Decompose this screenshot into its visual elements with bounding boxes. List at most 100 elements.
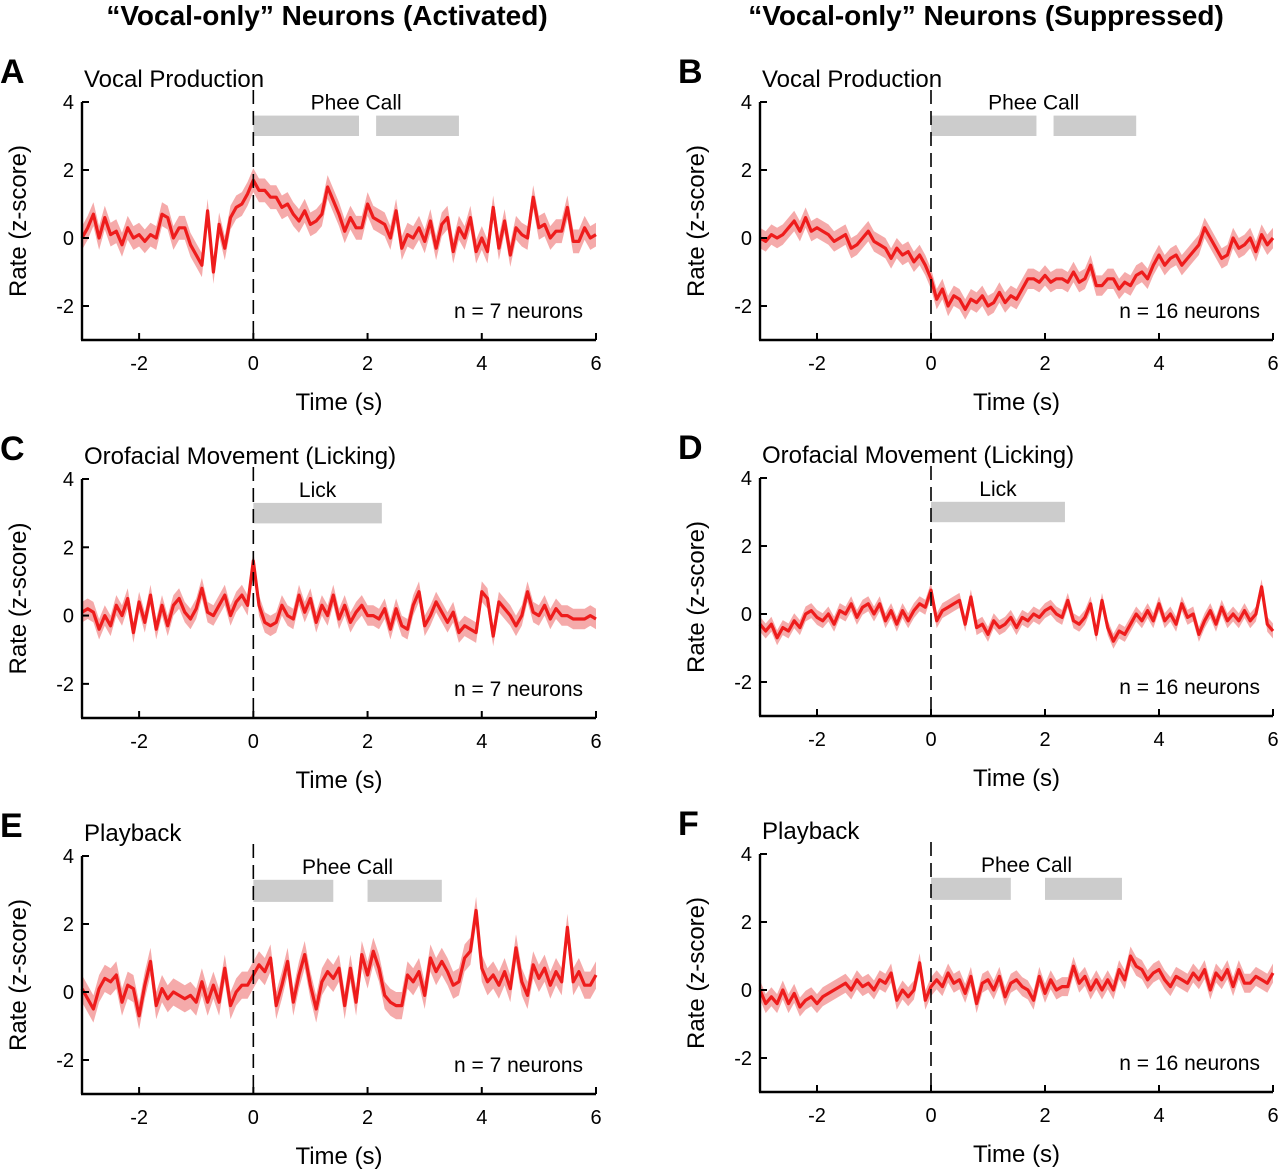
y-tick-label: -2 <box>734 672 752 694</box>
x-axis-label: Time (s) <box>295 767 382 794</box>
x-tick-label: 6 <box>1267 1105 1278 1127</box>
x-tick-label: 6 <box>590 353 601 375</box>
x-tick-label: -2 <box>808 729 826 751</box>
x-tick-label: 6 <box>590 731 601 753</box>
stimulus-bar <box>253 879 334 902</box>
y-tick-label: -2 <box>56 1050 74 1072</box>
panel-f: F Playback Phee Call -2 0 2 4 -2 0 2 4 6 Time (s) Rat… <box>678 805 1279 1168</box>
panel-letter: F <box>678 805 699 843</box>
x-tick-label: 0 <box>248 353 259 375</box>
y-tick-label: 0 <box>63 606 74 628</box>
y-tick-label: 4 <box>63 92 74 114</box>
panel-letter: C <box>0 430 25 468</box>
neuron-count: n = 7 neurons <box>454 1054 583 1077</box>
stimulus-bar <box>931 501 1065 523</box>
x-tick-label: -2 <box>808 353 826 375</box>
y-tick-label: 4 <box>63 469 74 491</box>
panel-title: Playback <box>84 820 182 847</box>
y-tick-label: -2 <box>56 296 74 318</box>
stimulus-bar <box>1045 877 1122 900</box>
stimulus-label: Phee Call <box>988 92 1079 115</box>
y-tick-label: -2 <box>734 296 752 318</box>
panel-title: Vocal Production <box>762 66 942 93</box>
y-tick-label: 4 <box>63 846 74 868</box>
y-tick-label: 2 <box>63 160 74 182</box>
panel-title: Playback <box>762 818 860 845</box>
error-band <box>82 550 596 647</box>
stimulus-label: Lick <box>299 479 337 502</box>
y-tick-label: 4 <box>741 468 752 490</box>
panel-letter: D <box>678 429 703 467</box>
x-tick-label: 4 <box>1153 1105 1164 1127</box>
x-tick-label: 2 <box>362 353 373 375</box>
y-tick-label: 0 <box>63 228 74 250</box>
mean-rate-line <box>759 216 1275 311</box>
x-tick-label: 0 <box>248 1107 259 1129</box>
x-tick-label: 4 <box>476 353 487 375</box>
y-tick-label: 2 <box>63 537 74 559</box>
x-axis-label: Time (s) <box>295 1143 382 1170</box>
panel-letter: A <box>0 53 25 91</box>
mean-rate-line <box>80 178 597 274</box>
mean-rate-line <box>758 954 1275 1009</box>
neuron-count: n = 16 neurons <box>1119 1052 1260 1075</box>
stimulus-bar <box>253 115 359 136</box>
y-axis-label: Rate (z-score) <box>683 897 710 1049</box>
x-tick-label: 2 <box>362 1107 373 1129</box>
panel-d: D Orofacial Movement (Licking) Lick -2 0 2 4 -2… <box>678 429 1279 792</box>
stimulus-bar <box>253 502 382 524</box>
panel-title: Vocal Production <box>84 66 264 93</box>
x-tick-label: 6 <box>1267 353 1278 375</box>
panel-title: Orofacial Movement (Licking) <box>84 443 396 470</box>
stimulus-bar <box>931 115 1037 136</box>
neuron-count: n = 7 neurons <box>454 678 583 701</box>
y-axis-label: Rate (z-score) <box>683 521 710 673</box>
x-axis-label: Time (s) <box>295 389 382 416</box>
panel-b: B Vocal Production Phee Call -2 0 2 4 -2 0 2 4 6 Tim… <box>678 53 1279 416</box>
mean-rate-line <box>81 559 597 638</box>
y-tick-label: 2 <box>741 536 752 558</box>
x-tick-label: -2 <box>130 353 148 375</box>
x-tick-label: 0 <box>925 353 936 375</box>
neuron-count: n = 16 neurons <box>1119 300 1260 323</box>
y-axis-label: Rate (z-score) <box>5 899 32 1051</box>
x-tick-label: 2 <box>1039 353 1050 375</box>
panel-title: Orofacial Movement (Licking) <box>762 442 1074 469</box>
y-tick-label: 0 <box>741 980 752 1002</box>
panel-a: A Vocal Production Phee Call -2 0 2 4 -2 0 2 4 6 Tim… <box>0 53 602 416</box>
panel-letter: B <box>678 53 703 91</box>
x-tick-label: 0 <box>248 731 259 753</box>
x-tick-label: 2 <box>1039 729 1050 751</box>
x-axis-label: Time (s) <box>973 1141 1060 1168</box>
x-tick-label: 4 <box>1153 729 1164 751</box>
y-tick-label: 0 <box>63 982 74 1004</box>
x-tick-label: 6 <box>590 1107 601 1129</box>
column-title-suppressed: “Vocal-only” Neurons (Suppressed) <box>748 0 1224 31</box>
x-tick-label: 2 <box>1039 1105 1050 1127</box>
panel-letter: E <box>0 807 23 845</box>
neuron-count: n = 7 neurons <box>454 300 583 323</box>
mean-rate-line <box>80 908 598 1018</box>
x-tick-label: 4 <box>476 1107 487 1129</box>
y-tick-label: 2 <box>741 160 752 182</box>
stimulus-bar <box>1053 115 1137 136</box>
stimulus-label: Lick <box>979 478 1017 501</box>
stimulus-bar <box>367 879 442 902</box>
stimulus-label: Phee Call <box>302 856 393 879</box>
y-tick-label: 0 <box>741 604 752 626</box>
y-tick-label: 2 <box>741 912 752 934</box>
neuron-count: n = 16 neurons <box>1119 676 1260 699</box>
stimulus-label: Phee Call <box>981 854 1072 877</box>
stimulus-bar <box>931 877 1011 900</box>
x-tick-label: 4 <box>1153 353 1164 375</box>
x-axis-label: Time (s) <box>973 389 1060 416</box>
x-tick-label: 0 <box>925 1105 936 1127</box>
y-tick-label: 4 <box>741 844 752 866</box>
y-axis-label: Rate (z-score) <box>683 145 710 297</box>
x-tick-label: 6 <box>1267 729 1278 751</box>
panel-c: C Orofacial Movement (Licking) Lick -2 0 2 4 -2… <box>0 430 602 794</box>
panel-e: E Playback Phee Call -2 0 2 4 -2 0 2 4 6 Time (s) Rat… <box>0 807 602 1170</box>
x-tick-label: -2 <box>130 731 148 753</box>
y-tick-label: -2 <box>734 1048 752 1070</box>
x-tick-label: -2 <box>808 1105 826 1127</box>
